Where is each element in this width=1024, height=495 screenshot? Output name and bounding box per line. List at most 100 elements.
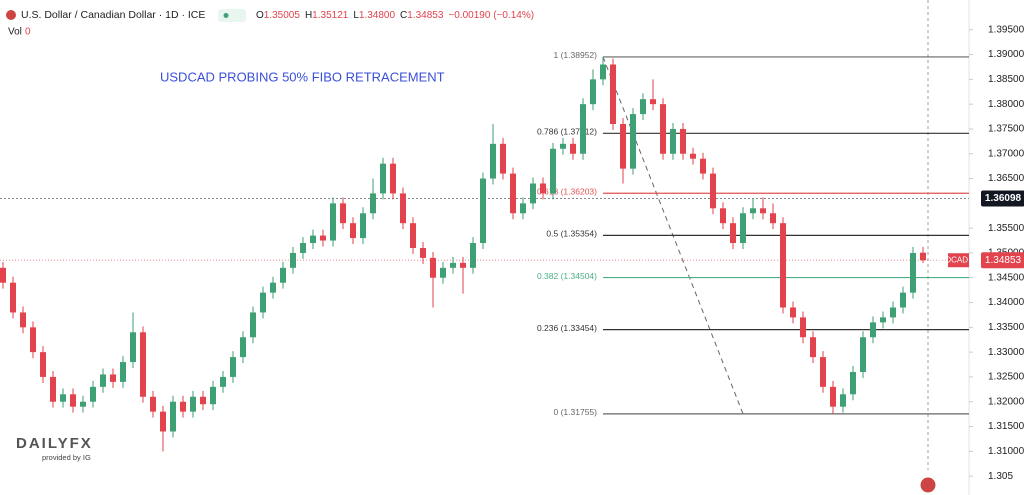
candle-body xyxy=(270,282,276,293)
y-tick-label: 1.31000 xyxy=(988,446,1024,457)
candle-body xyxy=(50,376,56,402)
ohlc-letter: H xyxy=(305,10,312,21)
fib-label: 0 (1.31755) xyxy=(554,407,598,417)
candle-body xyxy=(70,394,76,407)
candle-body xyxy=(130,332,136,363)
candle-body xyxy=(760,208,766,214)
candle-body xyxy=(850,371,856,395)
y-tick-label: 1.34500 xyxy=(988,272,1024,283)
candle-body xyxy=(560,143,566,149)
candle-body xyxy=(680,128,686,154)
candle-body xyxy=(120,362,126,382)
candle-body xyxy=(90,386,96,402)
y-tick-label: 1.33500 xyxy=(988,322,1024,333)
candle-body xyxy=(620,123,626,169)
candle-body xyxy=(370,193,376,214)
y-tick-label: 1.38000 xyxy=(988,99,1024,110)
ohlc-letter: L xyxy=(353,10,359,21)
candle-body xyxy=(300,243,306,253)
annotation: USDCAD PROBING 50% FIBO RETRACEMENT xyxy=(160,69,445,84)
candle-body xyxy=(0,267,6,283)
plot: 1.39500 1.39000 1.38500 1.38000 1.37500 1.370… xyxy=(0,24,1024,482)
y-tick-label: 1.31500 xyxy=(988,421,1024,432)
y-tick-label: 1.37500 xyxy=(988,124,1024,135)
candle-body xyxy=(230,357,236,377)
symbol-tag: USDCAD xyxy=(934,255,968,264)
y-tick-label: 1.34000 xyxy=(988,297,1024,308)
candle-body xyxy=(180,401,186,412)
candle-body xyxy=(20,312,26,328)
candle-body xyxy=(570,143,576,154)
candle-body xyxy=(260,292,266,313)
y-tick-label: 1.32500 xyxy=(988,372,1024,383)
volume-label: Vol xyxy=(8,27,22,38)
candle-body xyxy=(640,99,646,115)
candle-body xyxy=(330,203,336,241)
candle-body xyxy=(220,376,226,387)
candle-body xyxy=(100,374,106,387)
candle-body xyxy=(720,208,726,224)
ohlc-letter: O xyxy=(256,10,264,21)
candle-body xyxy=(890,307,896,318)
candle-body xyxy=(240,337,246,358)
ohlc-legend: O1.35005 H1.35121 L1.34800 C1.34853 −0.00190… xyxy=(256,10,534,21)
candle-body xyxy=(690,153,696,159)
candle-body xyxy=(400,193,406,224)
candle-body xyxy=(440,267,446,278)
candle-body xyxy=(580,104,586,154)
candle-body xyxy=(540,183,546,194)
candle-body xyxy=(500,143,506,174)
candle-body xyxy=(520,203,526,214)
candle-body xyxy=(820,357,826,387)
fib-label: 0.236 (1.33454) xyxy=(537,323,597,333)
candle-body xyxy=(190,396,196,412)
fib-label: 0.5 (1.35354) xyxy=(546,229,597,239)
y-tick-label: 1.38500 xyxy=(988,74,1024,85)
candle-body xyxy=(880,317,886,323)
candle-body xyxy=(660,104,666,154)
candle-body xyxy=(870,322,876,338)
candle-body xyxy=(200,396,206,405)
candle-body xyxy=(380,163,386,194)
event-icon xyxy=(919,476,937,494)
candle-body xyxy=(800,317,806,338)
ohlc-value: 1.35005 xyxy=(264,10,301,21)
marked-price-tag: 1.36098 xyxy=(985,193,1022,204)
flag-icon xyxy=(6,10,16,20)
candle-body xyxy=(730,223,736,244)
candle-body xyxy=(670,128,676,154)
candle-body xyxy=(910,252,916,293)
candle-body xyxy=(740,213,746,244)
candle-body xyxy=(650,99,656,105)
candle-body xyxy=(10,282,16,313)
status-badge xyxy=(218,9,246,22)
candle-body xyxy=(550,148,556,194)
candle-body xyxy=(810,337,816,358)
symbol: U.S. Dollar / Canadian Dollar · 1D · ICE xyxy=(21,9,205,21)
y-tick-label: 1.35500 xyxy=(988,223,1024,234)
candle-body xyxy=(630,114,636,169)
candle-body xyxy=(590,79,596,105)
candle-body xyxy=(410,223,416,248)
candle-body xyxy=(430,257,436,278)
candle-body xyxy=(600,64,606,80)
candle-body xyxy=(280,267,286,283)
candle-body xyxy=(170,401,176,432)
fib-label: 0.618 (1.36203) xyxy=(537,187,597,197)
candle-body xyxy=(840,394,846,407)
logo-provider: provided by IG xyxy=(42,453,91,462)
candle-body xyxy=(140,332,146,397)
candle-body xyxy=(80,401,86,407)
y-tick-label: 1.39500 xyxy=(988,24,1024,35)
candle-body xyxy=(490,143,496,179)
candle-body xyxy=(900,292,906,308)
ohlc-change: −0.00190 (−0.14%) xyxy=(448,10,534,21)
logo-brand: DAILYFX xyxy=(16,435,93,452)
ohlc-value: 1.35121 xyxy=(312,10,349,21)
candle-body xyxy=(830,386,836,407)
candle-body xyxy=(460,262,466,268)
candle-body xyxy=(390,163,396,194)
